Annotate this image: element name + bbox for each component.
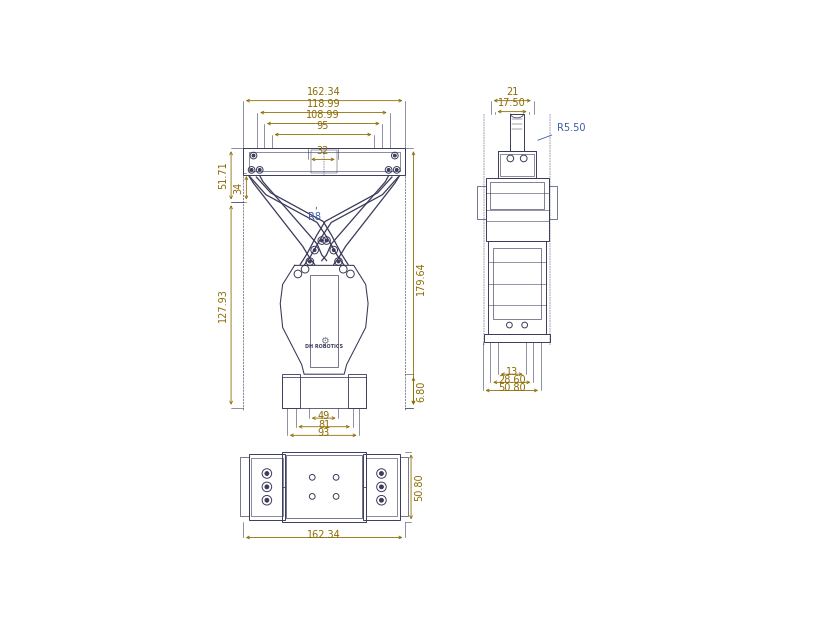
Bar [282, 377, 366, 407]
Text: 17.50: 17.50 [498, 99, 526, 108]
Bar [493, 248, 541, 319]
Text: 179.64: 179.64 [417, 261, 427, 295]
Text: 162.34: 162.34 [307, 87, 341, 97]
Circle shape [313, 249, 316, 252]
Bar [510, 113, 524, 151]
Bar [488, 241, 545, 334]
Circle shape [252, 154, 255, 157]
Text: 32: 32 [317, 146, 330, 156]
Bar [498, 151, 536, 179]
Text: R5.50: R5.50 [538, 123, 586, 140]
Text: 93: 93 [317, 428, 330, 438]
Text: 50.80: 50.80 [414, 473, 424, 501]
Bar [484, 334, 550, 342]
Bar [282, 451, 366, 522]
Text: 51.71: 51.71 [218, 161, 228, 189]
Text: 95: 95 [317, 122, 330, 131]
Bar [486, 179, 549, 241]
Bar [310, 275, 339, 367]
Circle shape [379, 498, 383, 502]
Circle shape [265, 472, 269, 476]
Text: 49: 49 [318, 411, 330, 421]
Circle shape [250, 169, 253, 171]
Circle shape [258, 169, 261, 171]
Circle shape [379, 485, 383, 489]
Circle shape [395, 169, 398, 171]
Bar [249, 454, 285, 520]
Circle shape [379, 472, 383, 476]
Bar [240, 458, 249, 516]
Text: 34: 34 [233, 182, 243, 194]
Circle shape [320, 239, 323, 242]
Circle shape [393, 154, 396, 157]
Bar [500, 154, 534, 175]
Bar [364, 454, 399, 520]
Text: 118.99: 118.99 [306, 99, 340, 109]
Bar [249, 153, 399, 171]
Circle shape [337, 260, 340, 263]
Text: 50.80: 50.80 [498, 383, 525, 393]
Circle shape [309, 260, 311, 263]
Bar [243, 148, 405, 175]
Bar [311, 150, 337, 173]
Text: 21: 21 [506, 87, 519, 97]
Text: 127.93: 127.93 [218, 288, 228, 322]
Circle shape [387, 169, 390, 171]
Bar [348, 374, 366, 407]
Circle shape [265, 498, 269, 502]
Text: 6.80: 6.80 [417, 380, 427, 402]
Bar [366, 458, 398, 516]
Text: 162.34: 162.34 [307, 530, 341, 541]
Text: R8: R8 [309, 207, 321, 222]
Bar [286, 455, 363, 518]
Circle shape [325, 239, 328, 242]
Circle shape [265, 485, 269, 489]
Bar [549, 185, 557, 219]
Text: ⚙: ⚙ [320, 336, 329, 346]
Bar [251, 458, 283, 516]
Text: 81: 81 [318, 420, 330, 430]
Text: 13: 13 [505, 366, 518, 376]
Text: DH ROBOTICS: DH ROBOTICS [305, 344, 343, 349]
Bar [490, 182, 544, 208]
Text: 28.60: 28.60 [498, 374, 525, 384]
Bar [399, 458, 408, 516]
Text: 108.99: 108.99 [306, 110, 340, 120]
Bar [477, 185, 486, 219]
Bar [282, 374, 300, 407]
Circle shape [332, 249, 335, 252]
